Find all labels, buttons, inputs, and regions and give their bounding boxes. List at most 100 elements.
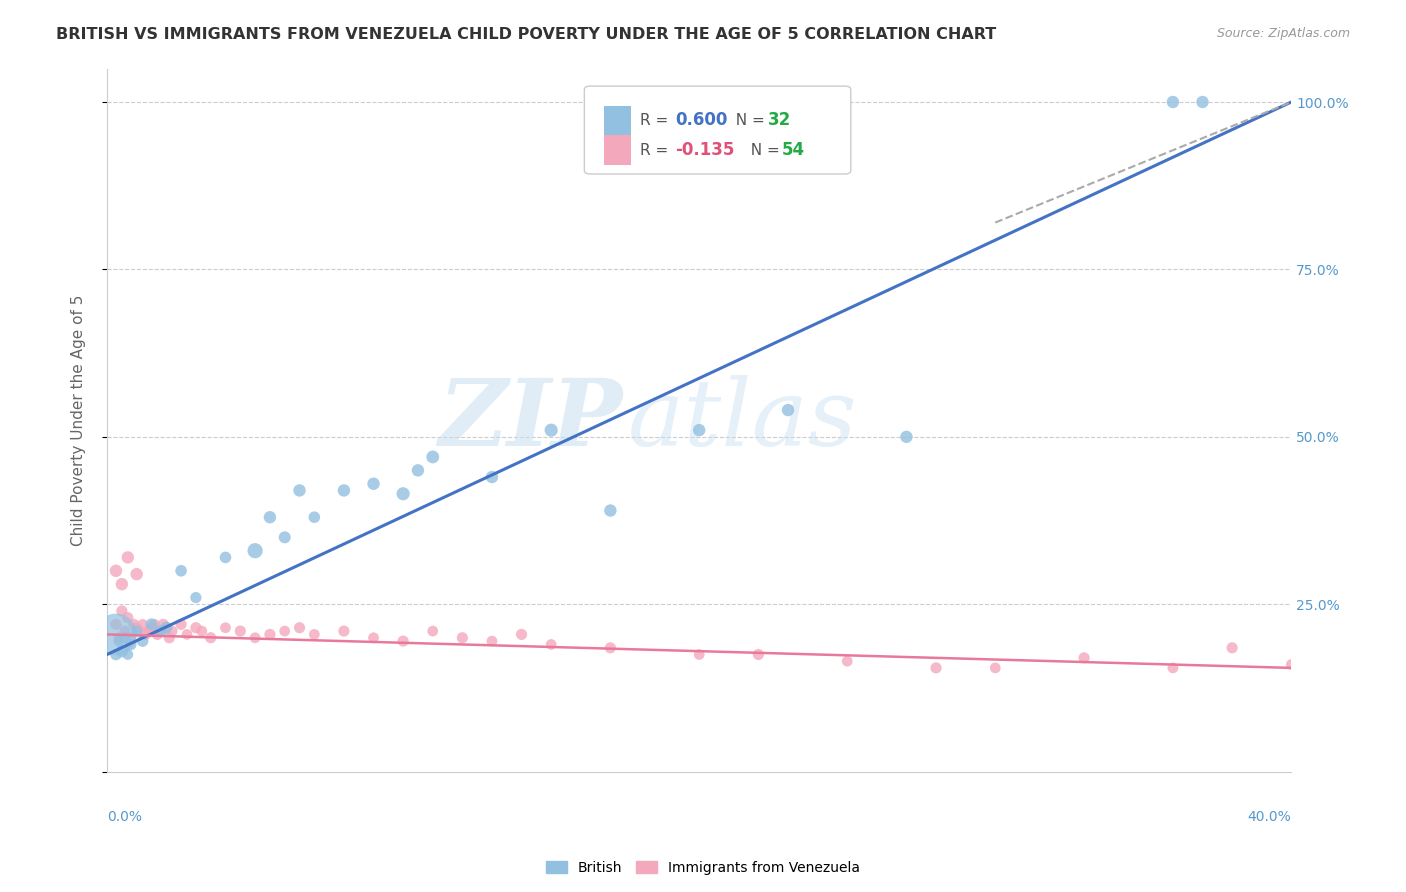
Point: [191, 624, 214, 638]
Point: [333, 483, 356, 498]
Point: [125, 567, 148, 582]
Point: [406, 463, 429, 477]
Point: [108, 634, 131, 648]
Point: [776, 403, 799, 417]
Point: [259, 510, 281, 524]
Point: [155, 621, 177, 635]
Point: [688, 423, 710, 437]
Point: [304, 510, 326, 524]
Point: [1220, 640, 1243, 655]
Point: [288, 483, 311, 498]
Point: [837, 654, 859, 668]
Point: [510, 627, 533, 641]
Point: [117, 610, 139, 624]
Point: [363, 631, 385, 645]
Point: [896, 430, 918, 444]
Point: [114, 624, 136, 638]
Point: [288, 621, 311, 635]
Point: [138, 624, 160, 638]
Point: [160, 624, 183, 638]
Text: R =: R =: [640, 143, 673, 158]
Point: [243, 631, 266, 645]
Point: [131, 617, 153, 632]
Point: [128, 624, 150, 638]
Point: [984, 661, 1007, 675]
Point: [599, 503, 621, 517]
Point: [131, 634, 153, 648]
Point: [141, 617, 163, 632]
Point: [184, 591, 207, 605]
Text: 0.600: 0.600: [675, 112, 728, 129]
Point: [1073, 651, 1095, 665]
Point: [925, 661, 948, 675]
Point: [125, 621, 148, 635]
Point: [1191, 95, 1213, 109]
Point: [422, 450, 444, 464]
Point: [120, 631, 142, 645]
Point: [170, 617, 193, 632]
Point: [104, 627, 127, 641]
Point: [363, 476, 385, 491]
Point: [117, 550, 139, 565]
Y-axis label: Child Poverty Under the Age of 5: Child Poverty Under the Age of 5: [72, 294, 86, 546]
Point: [229, 624, 252, 638]
Point: [149, 624, 172, 638]
Point: [200, 631, 222, 645]
Point: [146, 627, 169, 641]
Text: 32: 32: [768, 112, 792, 129]
Point: [273, 624, 295, 638]
Point: [122, 617, 145, 632]
Text: N =: N =: [727, 113, 770, 128]
Point: [152, 617, 174, 632]
Point: [1161, 661, 1184, 675]
Point: [333, 624, 356, 638]
FancyBboxPatch shape: [585, 87, 851, 174]
Point: [104, 617, 127, 632]
Point: [481, 634, 503, 648]
Point: [481, 470, 503, 484]
Point: [141, 621, 163, 635]
Point: [176, 627, 198, 641]
Point: [747, 648, 769, 662]
Point: [149, 624, 172, 638]
Point: [125, 624, 148, 638]
Point: [214, 550, 236, 565]
Point: [184, 621, 207, 635]
Point: [259, 627, 281, 641]
Text: 40.0%: 40.0%: [1247, 810, 1291, 824]
FancyBboxPatch shape: [605, 136, 630, 165]
Point: [108, 631, 131, 645]
Point: [143, 617, 166, 632]
Point: [111, 604, 134, 618]
Point: [114, 631, 136, 645]
Point: [155, 621, 177, 635]
Text: ZIP: ZIP: [439, 376, 623, 465]
FancyBboxPatch shape: [605, 105, 630, 135]
Point: [688, 648, 710, 662]
Point: [135, 627, 157, 641]
Point: [104, 648, 127, 662]
Point: [117, 648, 139, 662]
Text: -0.135: -0.135: [675, 141, 735, 160]
Text: N =: N =: [741, 143, 785, 158]
Legend: British, Immigrants from Venezuela: British, Immigrants from Venezuela: [540, 855, 866, 880]
Point: [214, 621, 236, 635]
Point: [304, 627, 326, 641]
Point: [104, 564, 127, 578]
Point: [422, 624, 444, 638]
Point: [111, 644, 134, 658]
Point: [273, 530, 295, 544]
Text: BRITISH VS IMMIGRANTS FROM VENEZUELA CHILD POVERTY UNDER THE AGE OF 5 CORRELATIO: BRITISH VS IMMIGRANTS FROM VENEZUELA CHI…: [56, 27, 997, 42]
Point: [1161, 95, 1184, 109]
Point: [540, 637, 562, 651]
Point: [243, 543, 266, 558]
Point: [540, 423, 562, 437]
Point: [120, 637, 142, 651]
Point: [599, 640, 621, 655]
Point: [1279, 657, 1302, 672]
Text: R =: R =: [640, 113, 673, 128]
Point: [157, 631, 180, 645]
Text: Source: ZipAtlas.com: Source: ZipAtlas.com: [1216, 27, 1350, 40]
Point: [170, 564, 193, 578]
Point: [392, 634, 415, 648]
